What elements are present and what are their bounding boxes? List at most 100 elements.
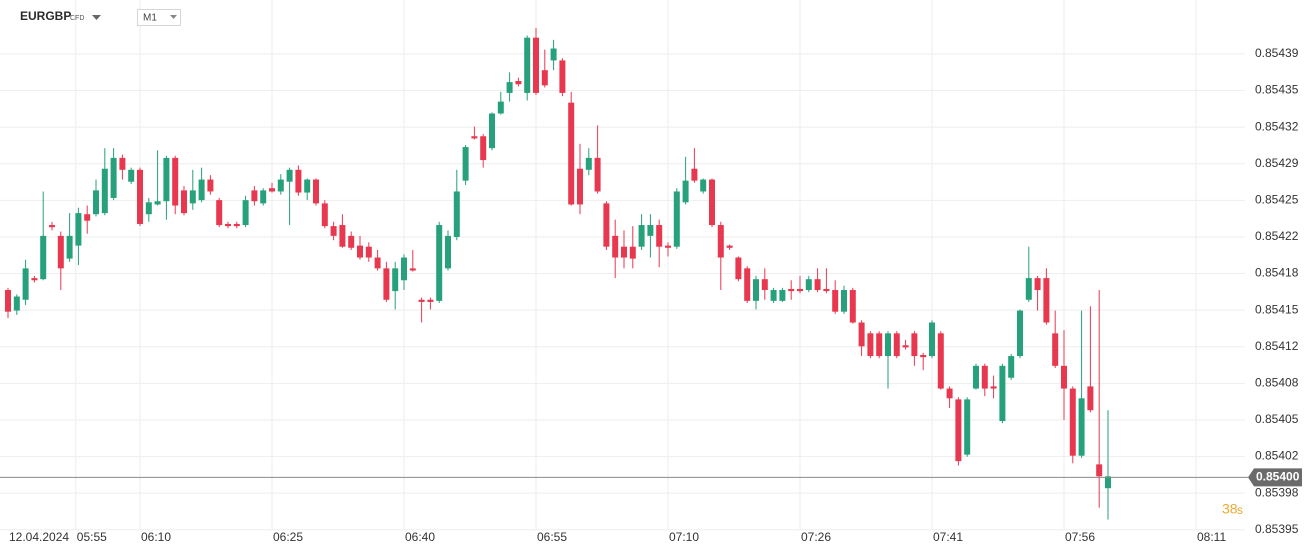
candle-body	[251, 190, 258, 202]
timeframe-selector[interactable]: M1	[137, 9, 181, 26]
candle-body	[937, 333, 944, 389]
y-tick-label: 0.85422	[1255, 229, 1299, 243]
x-tick-label: 06:25	[273, 530, 303, 544]
candle-body	[163, 157, 170, 202]
candle-body	[207, 179, 214, 192]
candle-body	[198, 179, 205, 201]
y-tick-label: 0.85398	[1255, 485, 1299, 499]
y-tick-label: 0.85408	[1255, 376, 1299, 390]
candle-body	[664, 245, 671, 248]
y-tick-label: 0.85429	[1255, 156, 1299, 170]
x-tick-label: 08:11	[1197, 530, 1226, 544]
candle-body	[858, 322, 865, 347]
candle-body	[849, 290, 856, 323]
candle-body	[999, 365, 1006, 422]
candle-body	[181, 190, 188, 214]
candle-body	[453, 191, 460, 237]
candle-body	[295, 169, 302, 193]
candle-body	[84, 214, 91, 221]
candle-body	[1087, 386, 1094, 411]
candle-body	[532, 37, 539, 93]
x-tick-label: 07:26	[801, 530, 831, 544]
candle-body	[5, 290, 12, 312]
candle-body	[330, 226, 337, 236]
countdown: 38	[1222, 501, 1238, 517]
candle-body	[550, 48, 557, 61]
y-tick-label: 0.85425	[1255, 193, 1299, 207]
timeframe-box	[137, 9, 181, 26]
candle-body	[708, 179, 715, 226]
candle-body	[726, 245, 733, 248]
y-tick-label: 0.85439	[1255, 46, 1299, 60]
timeframe: M1	[143, 13, 157, 24]
candle-body	[559, 60, 566, 93]
candle-body	[49, 225, 56, 228]
y-tick-label: 0.85418	[1255, 266, 1299, 280]
instrument-type: CFD	[70, 15, 84, 22]
symbol-header[interactable]: EURGBP CFD	[20, 9, 101, 23]
candle-body	[22, 268, 29, 300]
candle-body	[277, 179, 284, 192]
x-tick-label: 12.04.2024	[9, 530, 69, 544]
candle-body	[779, 290, 786, 301]
candle-body	[656, 225, 663, 247]
candle-body	[57, 235, 64, 269]
candle-body	[269, 188, 276, 192]
candle-body	[744, 268, 751, 301]
countdown-unit: s	[1237, 503, 1243, 517]
candle-body	[286, 169, 293, 182]
candle-body	[392, 268, 399, 292]
candle-body	[365, 246, 372, 258]
x-tick-label: 05:55	[77, 530, 107, 544]
candle-body	[172, 157, 179, 206]
candle-body	[233, 223, 240, 227]
candle-body	[717, 225, 724, 258]
candles	[5, 27, 1111, 520]
candle-body	[31, 278, 38, 281]
candle-body	[242, 200, 249, 226]
candle-body	[823, 288, 830, 292]
candle-body	[585, 157, 592, 170]
candle-body	[568, 102, 575, 205]
candle-body	[145, 202, 152, 215]
candle-body	[321, 203, 328, 227]
candle-body	[383, 268, 390, 300]
candle-body	[506, 82, 513, 93]
candle-body	[902, 345, 909, 348]
y-tick-label: 0.85412	[1255, 339, 1299, 353]
y-tick-label: 0.85435	[1255, 83, 1299, 97]
x-tick-label: 06:10	[141, 530, 171, 544]
candle-body	[1016, 310, 1023, 357]
candle-body	[840, 290, 847, 312]
candle-body	[13, 296, 20, 311]
candle-body	[946, 388, 953, 399]
candle-body	[75, 213, 82, 246]
x-tick-label: 07:56	[1065, 530, 1095, 544]
candle-body	[796, 288, 803, 292]
candle-body	[920, 354, 927, 358]
candle-body	[128, 169, 135, 182]
candle-body	[893, 333, 900, 357]
candle-body	[981, 365, 988, 389]
candle-body	[691, 168, 698, 181]
candle-body	[216, 200, 223, 226]
candle-body	[884, 333, 891, 357]
candle-body	[40, 235, 47, 280]
candle-body	[304, 179, 311, 193]
candle-body	[788, 288, 795, 292]
x-tick-label: 06:55	[537, 530, 567, 544]
candle-body	[1052, 333, 1059, 366]
candle-body	[638, 225, 645, 247]
candle-body	[735, 257, 742, 280]
dropdown-arrow	[92, 15, 101, 20]
candle-body	[1078, 398, 1085, 456]
candle-body	[603, 203, 610, 247]
candle-body	[374, 257, 381, 269]
candle-body	[955, 399, 962, 462]
candle-body	[1104, 476, 1111, 489]
candle-body	[471, 136, 478, 139]
candle-body	[1069, 388, 1076, 456]
dropdown-arrow	[170, 15, 177, 19]
candle-body	[497, 101, 504, 114]
